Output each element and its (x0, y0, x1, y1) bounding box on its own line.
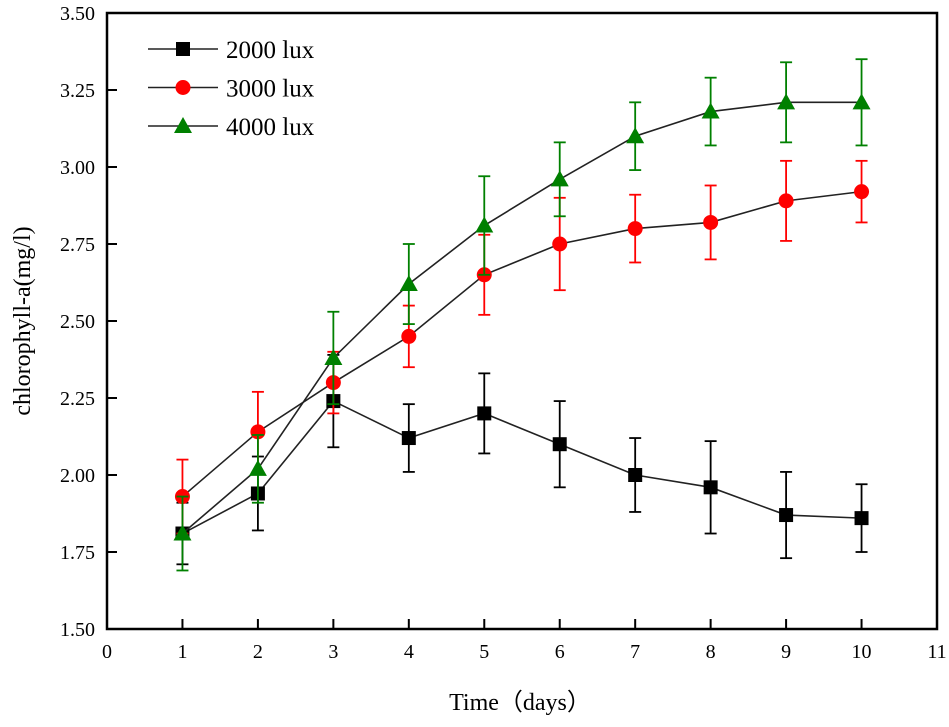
data-point (703, 214, 719, 230)
data-point (703, 480, 718, 495)
data-point (552, 437, 567, 452)
y-axis-label: chlorophyll-a(mg/l) (10, 226, 36, 415)
data-point (401, 431, 416, 446)
y-tick-label: 2.75 (60, 234, 95, 256)
x-tick-label: 10 (852, 641, 872, 663)
x-tick-label: 4 (404, 641, 414, 663)
x-tick-label: 0 (102, 641, 112, 663)
y-tick-label: 1.50 (60, 619, 95, 641)
x-tick-label: 9 (781, 641, 791, 663)
x-tick-label: 5 (479, 641, 489, 663)
series-line (182, 400, 862, 535)
data-point (628, 468, 643, 482)
x-tick-label: 11 (927, 641, 946, 663)
x-axis-label: Time（days） (449, 690, 591, 716)
series-2000-lux (175, 353, 869, 566)
y-tick-label: 3.25 (60, 80, 95, 102)
legend-marker (174, 117, 192, 133)
legend: 2000 lux 3000 lux 4000 lux (148, 37, 315, 141)
series-3000-lux (174, 159, 870, 535)
data-point (701, 102, 720, 119)
x-tick-label: 8 (706, 641, 716, 663)
y-tick-label: 2.25 (60, 388, 95, 410)
y-tick-label: 2.00 (60, 465, 95, 487)
plot-frame (105, 11, 939, 631)
data-point (550, 170, 569, 187)
data-point (854, 511, 869, 526)
data-point (627, 221, 643, 237)
data-point (552, 236, 568, 252)
x-tick-label: 6 (555, 641, 565, 663)
data-point (248, 459, 267, 476)
data-point (324, 348, 343, 365)
x-tick-label: 2 (253, 641, 263, 663)
data-point (854, 184, 870, 200)
legend-marker (176, 42, 190, 56)
data-point (399, 275, 418, 292)
data-point (779, 508, 794, 523)
series-line (181, 101, 862, 535)
data-point (626, 127, 645, 144)
data-point (477, 406, 492, 421)
legend-label: 3000 lux (226, 76, 315, 103)
series-line (181, 190, 862, 498)
legend-label: 2000 lux (226, 37, 315, 64)
y-tick-label: 2.50 (60, 311, 95, 333)
legend-marker (175, 80, 191, 95)
x-tick-label: 3 (328, 641, 338, 663)
legend-label: 4000 lux (226, 114, 315, 141)
data-point (778, 193, 794, 209)
data-point (173, 524, 192, 541)
x-tick-label: 1 (177, 641, 187, 663)
y-tick-label: 1.75 (60, 542, 95, 564)
x-tick-label: 7 (630, 641, 640, 663)
data-point (777, 93, 796, 110)
y-tick-label: 3.00 (60, 157, 95, 179)
series-4000-lux (173, 58, 871, 572)
y-tick-label: 3.50 (60, 3, 95, 25)
data-point (852, 93, 871, 110)
data-point (401, 328, 417, 344)
data-point (475, 216, 494, 233)
